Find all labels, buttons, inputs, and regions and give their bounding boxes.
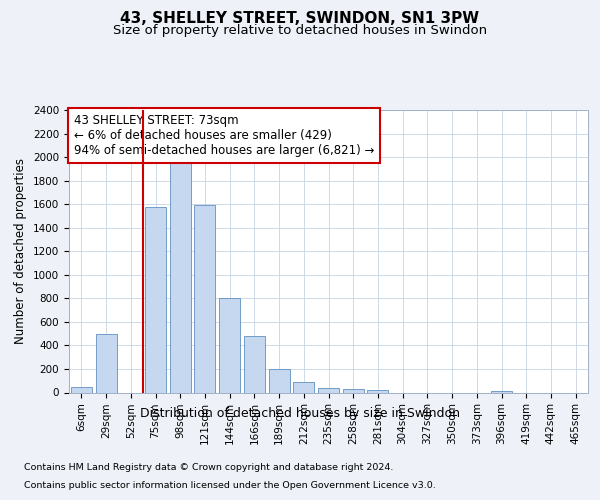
Bar [219,298,240,392]
Bar [318,388,339,392]
Text: 43 SHELLEY STREET: 73sqm
← 6% of detached houses are smaller (429)
94% of semi-d: 43 SHELLEY STREET: 73sqm ← 6% of detache… [74,114,374,157]
Bar [194,206,215,392]
Bar [244,336,265,392]
Text: Size of property relative to detached houses in Swindon: Size of property relative to detached ho… [113,24,487,37]
Bar [170,163,191,392]
Bar [269,369,290,392]
Bar [95,334,116,392]
Bar [145,206,166,392]
Bar [293,382,314,392]
Bar [343,389,364,392]
Text: 43, SHELLEY STREET, SWINDON, SN1 3PW: 43, SHELLEY STREET, SWINDON, SN1 3PW [121,11,479,26]
Bar [367,390,388,392]
Bar [71,386,92,392]
Y-axis label: Number of detached properties: Number of detached properties [14,158,28,344]
Text: Contains public sector information licensed under the Open Government Licence v3: Contains public sector information licen… [24,481,436,490]
Bar [491,390,512,392]
Text: Distribution of detached houses by size in Swindon: Distribution of detached houses by size … [140,408,460,420]
Text: Contains HM Land Registry data © Crown copyright and database right 2024.: Contains HM Land Registry data © Crown c… [24,464,394,472]
